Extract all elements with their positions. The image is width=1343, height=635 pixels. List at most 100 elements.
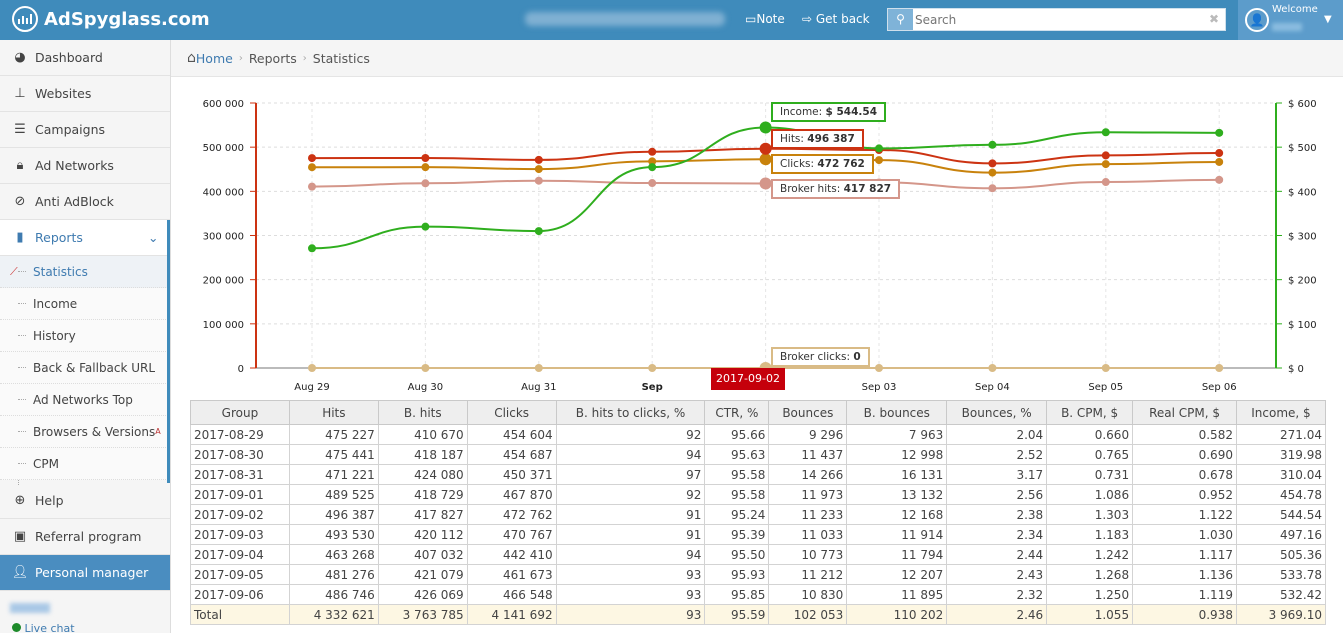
sidebar-sub-statistics[interactable]: ⟋ Statistics xyxy=(0,256,168,288)
column-header[interactable]: Bounces xyxy=(768,400,848,425)
table-cell: 407 032 xyxy=(377,544,468,565)
column-header[interactable]: Group xyxy=(190,400,290,425)
table-cell: 3.17 xyxy=(946,464,1048,485)
table-cell: 95.58 xyxy=(704,464,770,485)
table-cell: 2017-09-02 xyxy=(190,504,290,525)
sidebar-sub-income[interactable]: Income xyxy=(0,288,168,320)
sidebar-item-dashboard[interactable]: ◕ Dashboard xyxy=(0,40,170,76)
table-row: 2017-08-29 475 227 410 670 454 604 92 95.66 9 … xyxy=(190,424,1327,445)
data-point-hits xyxy=(308,154,316,163)
sitemap-icon: ⊥ xyxy=(14,86,26,101)
logo-chart-icon xyxy=(12,6,38,32)
right-tick-label: $ 500 xyxy=(1288,143,1317,154)
column-header[interactable]: Bounces, % xyxy=(946,400,1048,425)
column-header[interactable]: Real CPM, $ xyxy=(1132,400,1237,425)
table-cell: 1.030 xyxy=(1132,524,1237,545)
separator: › xyxy=(302,52,307,64)
logo[interactable]: AdSpyglass.com xyxy=(12,6,210,32)
total-cell: 3 763 785 xyxy=(377,604,468,625)
table-cell: 11 033 xyxy=(768,524,848,545)
tooltip-clicks: Clicks: 472 762 xyxy=(771,154,874,174)
total-cell: 4 332 621 xyxy=(288,604,379,625)
column-header[interactable]: Income, $ xyxy=(1235,400,1327,425)
breadcrumb-reports[interactable]: Reports xyxy=(248,50,297,66)
table-cell: 496 387 xyxy=(288,504,379,525)
sidebar-item-personal-manager[interactable]: 👤︎ Personal manager xyxy=(0,555,170,591)
sidebar-item-campaigns[interactable]: ☰ Campaigns xyxy=(0,112,170,148)
sidebar-sub-cpm[interactable]: CPM xyxy=(0,448,168,480)
sidebar-sub-ad-networks-top[interactable]: Ad Networks Top xyxy=(0,384,168,416)
series-line-income xyxy=(311,126,1220,250)
sidebar-item-anti-adblock[interactable]: ⊘ Anti AdBlock xyxy=(0,184,170,220)
column-header[interactable]: B. CPM, $ xyxy=(1046,400,1134,425)
get-back-button[interactable]: ⇨ Get back xyxy=(802,12,870,26)
data-point-clicks xyxy=(988,168,997,177)
data-point-broker_hits xyxy=(1215,175,1224,184)
sidebar-item-websites[interactable]: ⊥ Websites xyxy=(0,76,170,112)
left-tick-label: 500 000 xyxy=(203,143,244,154)
table-cell: 454.78 xyxy=(1235,484,1327,505)
data-point-broker_hits xyxy=(988,184,997,193)
caret-down-icon: ▼ xyxy=(1324,14,1332,25)
table-cell: 11 973 xyxy=(768,484,848,505)
table-cell: 319.98 xyxy=(1235,444,1327,465)
sidebar-item-ad-networks[interactable]: 🔒︎ Ad Networks xyxy=(0,148,170,184)
table-cell: 410 670 xyxy=(377,424,468,445)
left-tick-label: 300 000 xyxy=(203,232,244,243)
column-header[interactable]: B. hits to clicks, % xyxy=(555,400,706,425)
search-input[interactable] xyxy=(915,11,1205,28)
column-header[interactable]: Hits xyxy=(288,400,379,425)
column-header[interactable]: Clicks xyxy=(466,400,557,425)
x-tick-label: Aug 30 xyxy=(408,382,443,393)
logo-text: AdSpyglass.com xyxy=(44,8,210,30)
table-cell: 0.660 xyxy=(1046,424,1134,445)
table-cell: 0.678 xyxy=(1132,464,1237,485)
data-point-broker_clicks xyxy=(1215,364,1224,372)
sidebar-sub-back-fallback[interactable]: Back & Fallback URL xyxy=(0,352,168,384)
right-tick-label: $ 400 xyxy=(1288,187,1317,198)
table-cell: 450 371 xyxy=(466,464,557,485)
table-cell: 417 827 xyxy=(377,504,468,525)
data-point-broker_clicks xyxy=(421,364,430,372)
table-cell: 2017-08-30 xyxy=(190,444,290,465)
total-cell: 93 xyxy=(555,604,706,625)
table-cell: 2017-09-03 xyxy=(190,524,290,545)
data-point-broker_hits xyxy=(1101,178,1110,187)
table-cell: 489 525 xyxy=(288,484,379,505)
search-icon[interactable]: ⚲ xyxy=(888,9,913,30)
data-point-hits xyxy=(421,154,430,163)
table-cell: 91 xyxy=(555,504,706,525)
table-cell: 475 227 xyxy=(288,424,379,445)
sidebar-sub-history[interactable]: History xyxy=(0,320,168,352)
data-point-income xyxy=(308,244,316,253)
total-cell: 95.59 xyxy=(704,604,770,625)
user-menu[interactable]: 👤 Welcome ▼ xyxy=(1238,0,1343,40)
table-row: 2017-09-02 496 387 417 827 472 762 91 95.24 11… xyxy=(190,504,1327,525)
sidebar-item-help[interactable]: ⊕ Help xyxy=(0,483,170,519)
note-button[interactable]: ▭Note xyxy=(745,12,785,26)
total-cell: 0.938 xyxy=(1132,604,1237,625)
data-point-income xyxy=(759,121,772,134)
table-cell: 544.54 xyxy=(1235,504,1327,525)
active-indicator xyxy=(167,220,170,483)
column-header[interactable]: B. hits xyxy=(377,400,468,425)
column-header[interactable]: B. bounces xyxy=(846,400,948,425)
line-chart-icon: ⟋ xyxy=(10,264,18,278)
sidebar-sub-browsers[interactable]: Browsers & Versions A xyxy=(0,416,168,448)
column-header[interactable]: CTR, % xyxy=(704,400,770,425)
table-cell: 0.952 xyxy=(1132,484,1237,505)
bar-chart-icon: ▮ xyxy=(16,230,24,245)
table-cell: 9 296 xyxy=(768,424,848,445)
live-chat-link[interactable]: Live chat xyxy=(12,622,75,635)
table-cell: 2.43 xyxy=(946,564,1048,585)
table-cell: 12 168 xyxy=(846,504,948,525)
breadcrumb-home[interactable]: Home xyxy=(195,50,233,66)
data-point-clicks xyxy=(648,157,657,166)
table-cell: 0.765 xyxy=(1046,444,1134,465)
total-row: Total 4 332 621 3 763 785 4 141 692 93 95.59 1… xyxy=(190,604,1327,625)
table-cell: 2.38 xyxy=(946,504,1048,525)
sidebar-item-reports[interactable]: ▮ Reports ⌄ xyxy=(0,220,170,256)
clear-icon[interactable]: ✖ xyxy=(1208,12,1219,26)
sidebar-item-referral[interactable]: ▣ Referral program xyxy=(0,519,170,555)
table-cell: 1.268 xyxy=(1046,564,1134,585)
